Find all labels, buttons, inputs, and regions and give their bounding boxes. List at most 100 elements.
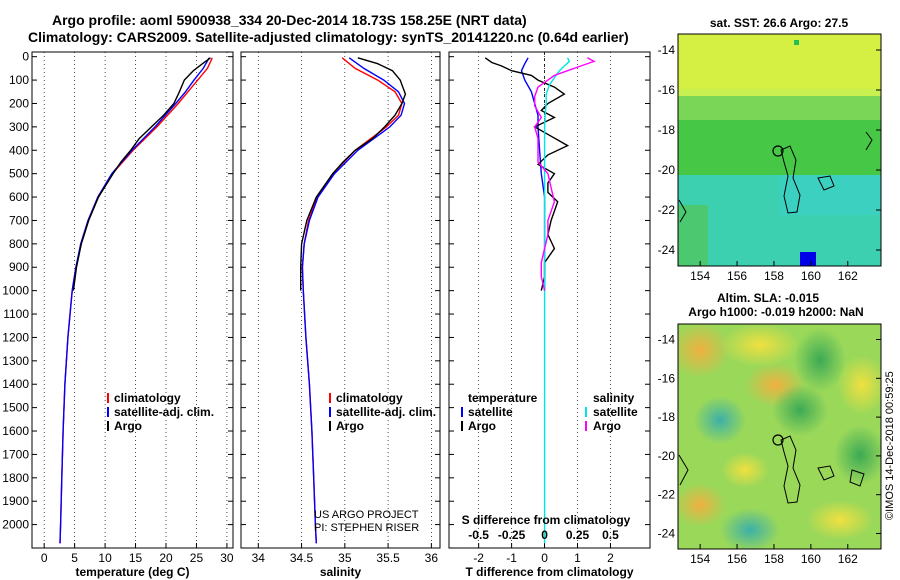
y-tick-label: 800	[9, 237, 29, 251]
y-tick-label: 1100	[3, 307, 29, 321]
series-line-climatology	[301, 57, 403, 544]
y-tick-label: 100	[9, 73, 29, 87]
sla-argo-position-marker	[772, 434, 784, 446]
imos-credit: ©IMOS 14-Dec-2018 00:59:25	[884, 371, 896, 520]
y-tick-label: 1800	[2, 471, 29, 485]
x-tick-label: 25	[190, 551, 204, 565]
new-caledonia-coastline	[780, 145, 801, 214]
sla-map-frame	[677, 323, 882, 550]
series-line-satellite-adj-clim-	[301, 57, 406, 544]
x-axis-label: T difference from climatology	[465, 565, 633, 579]
legend-label: satellite	[593, 405, 638, 419]
australia-coastline	[678, 199, 687, 223]
salinity-diff-tick-label: 0	[541, 528, 548, 542]
map-y-tick-label: -22	[658, 488, 676, 502]
series-line-salinity-argo	[533, 57, 596, 291]
map-x-tick-label: 156	[727, 269, 747, 283]
x-axis-label: temperature (deg C)	[75, 565, 189, 579]
sla-low-anomaly	[834, 425, 881, 485]
sst-south-east-region	[780, 175, 881, 215]
y-tick-label: 900	[9, 260, 29, 274]
sla-low-anomaly	[694, 396, 746, 444]
map-y-tick-label: -24	[658, 526, 676, 540]
map-y-tick-label: -18	[658, 123, 676, 137]
sla-low-anomaly	[794, 328, 846, 392]
island-coastline	[817, 175, 835, 191]
y-tick-label: 1700	[2, 447, 29, 461]
series-line-temperature-satellite	[520, 57, 546, 291]
sst-central-band	[678, 120, 881, 180]
map-y-tick-label: -22	[658, 203, 676, 217]
map-x-tick-label: 154	[690, 269, 710, 283]
x-tick-label: 36	[425, 551, 439, 565]
map-x-tick-label: 160	[801, 269, 821, 283]
legend-label: Argo	[468, 419, 496, 433]
legend-label: climatology	[114, 391, 181, 405]
legend-label: satellite-adj. clim.	[114, 405, 214, 419]
sla-map-axes: 154 156 158 160 162 -14 -16 -18 -20 -22 -24	[658, 333, 881, 566]
sla-low-anomaly	[772, 384, 828, 436]
legend-label: satellite	[468, 405, 513, 419]
map-y-tick-label: -16	[658, 371, 676, 385]
sla-high-anomaly	[720, 324, 800, 367]
y-tick-label: 1000	[2, 284, 29, 298]
series-line-satellite-adj-clim-	[59, 57, 210, 544]
sla-high-anomaly	[721, 452, 769, 488]
salinity-diff-tick-label: -0.5	[468, 528, 489, 542]
plot-frame	[448, 51, 651, 549]
y-tick-label: 700	[9, 213, 29, 227]
map-x-tick-label: 162	[838, 269, 858, 283]
island-coastline	[849, 469, 865, 487]
map-y-tick-label: -20	[658, 163, 676, 177]
y-tick-label: 1900	[2, 494, 29, 508]
y-tick-label: 1300	[2, 354, 29, 368]
salinity-diff-axis-label: S difference from climatology	[462, 513, 631, 527]
salinity-diff-tick-label: 0.25	[566, 528, 590, 542]
plot-frame	[240, 51, 441, 549]
series-line-argo	[300, 57, 407, 291]
y-tick-label: 0	[22, 50, 29, 64]
map-x-tick-label: 162	[838, 552, 858, 566]
x-tick-label: 2	[607, 551, 614, 565]
x-tick-label: 5	[71, 551, 78, 565]
map-y-tick-label: -14	[658, 43, 676, 57]
chart-title-line-1: Argo profile: aoml 5900938_334 20-Dec-20…	[52, 12, 527, 28]
salinity-diff-tick-label: -0.25	[498, 528, 526, 542]
legend-label: Argo	[593, 419, 621, 433]
x-tick-label: 1	[574, 551, 581, 565]
map-y-tick-label: -16	[658, 83, 676, 97]
series-line-climatology	[59, 57, 213, 544]
sst-pixel	[794, 40, 799, 45]
difference-panel: -2 -1 0 1 2T difference from climatology temp…	[448, 51, 651, 579]
y-tick-label: 500	[9, 167, 29, 181]
map-y-tick-label: -14	[658, 333, 676, 347]
y-tick-label: 200	[9, 96, 29, 110]
map-x-tick-label: 156	[727, 552, 747, 566]
map-y-tick-label: -18	[658, 410, 676, 424]
x-tick-label: 15	[129, 551, 143, 565]
sla-high-anomaly	[678, 324, 730, 378]
x-tick-label: 10	[98, 551, 112, 565]
australia-coastline	[678, 454, 689, 486]
sla-low-anomaly	[720, 508, 780, 549]
new-caledonia-coastline	[780, 435, 801, 504]
x-tick-label: 0	[41, 551, 48, 565]
map-x-tick-label: 160	[801, 552, 821, 566]
chart-title-line-2: Climatology: CARS2009. Satellite-adjuste…	[28, 29, 629, 45]
map-x-tick-label: 158	[764, 269, 784, 283]
sla-map-title: Altim. SLA: -0.015	[717, 291, 819, 305]
x-tick-label: 20	[159, 551, 173, 565]
x-axis-label: salinity	[320, 565, 362, 579]
sla-map	[678, 324, 881, 549]
x-tick-label: 30	[220, 551, 234, 565]
legend-label: Argo	[114, 419, 142, 433]
sla-high-anomaly	[837, 355, 881, 415]
legend-title-salinity: salinity	[593, 391, 635, 405]
series-line-salinity-satellite	[543, 57, 571, 544]
x-tick-label: 35.5	[376, 551, 400, 565]
island-coastline	[817, 465, 835, 481]
x-tick-label: -2	[473, 551, 484, 565]
salinity-panel: 34 34.5 35 35.5 36 salinity climatologysatelli…	[240, 51, 441, 579]
sst-map-frame	[677, 33, 882, 267]
sla-high-anomaly	[678, 483, 726, 527]
